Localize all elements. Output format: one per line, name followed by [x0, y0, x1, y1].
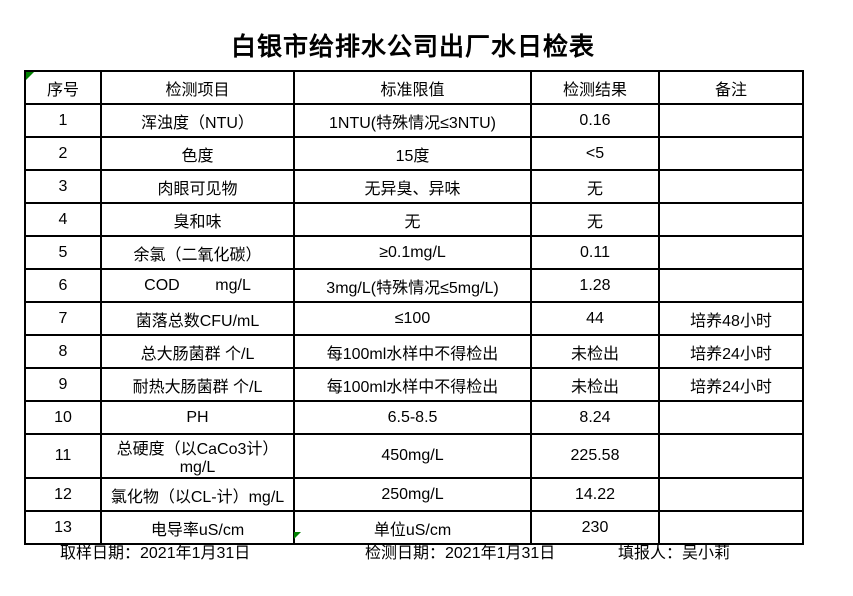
remark-cell: 培养48小时: [658, 301, 804, 336]
remark-cell: [658, 477, 804, 512]
remark-cell: [658, 510, 804, 545]
item-cell: 耐热大肠菌群 个/L: [100, 367, 295, 402]
test-date-label: 检测日期：2021年1月31日: [365, 545, 556, 562]
standard-limit-cell: 3mg/L(特殊情况≤5mg/L): [293, 268, 532, 303]
standard-limit-cell: 15度: [293, 136, 532, 171]
result-cell: 未检出: [530, 367, 660, 402]
item-cell: 总大肠菌群 个/L: [100, 334, 295, 369]
item-cell: 臭和味: [100, 202, 295, 237]
row-number-cell: 4: [24, 202, 102, 237]
result-cell: <5: [530, 136, 660, 171]
row-number-cell: 7: [24, 301, 102, 336]
row-number-cell: 1: [24, 103, 102, 138]
standard-limit-cell: 无: [293, 202, 532, 237]
header-standard-limit: 标准限值: [293, 70, 532, 105]
table-row: 3 肉眼可见物 无异臭、异味无: [24, 169, 804, 204]
item-cell: 色度: [100, 136, 295, 171]
remark-cell: [658, 235, 804, 270]
standard-limit-cell: 6.5-8.5: [293, 400, 532, 435]
row-number-cell: 13: [24, 510, 102, 545]
table-row: 10 PH 6.5-8.5 8.24: [24, 400, 804, 435]
header-item: 检测项目: [100, 70, 295, 105]
reporter-label: 填报人：吴小莉: [618, 545, 731, 562]
row-number-cell: 11: [24, 433, 102, 479]
remark-cell: [658, 169, 804, 204]
item-cell: 余氯（二氧化碳）: [100, 235, 295, 270]
row-number-cell: 8: [24, 334, 102, 369]
row-number-cell: 12: [24, 477, 102, 512]
result-cell: 230: [530, 510, 660, 545]
page-title: 白银市给排水公司出厂水日检表: [230, 33, 595, 61]
result-cell: 225.58: [530, 433, 660, 479]
item-cell: COD mg/L: [100, 268, 295, 303]
remark-cell: [658, 136, 804, 171]
standard-limit-cell: 无异臭、异味: [293, 169, 532, 204]
result-cell: 未检出: [530, 334, 660, 369]
table-row: 12 氯化物（以CL-计）mg/L 250mg/L 14.22: [24, 477, 804, 512]
row-number-cell: 5: [24, 235, 102, 270]
remark-cell: [658, 433, 804, 479]
item-cell: 氯化物（以CL-计）mg/L: [100, 477, 295, 512]
row-number-cell: 6: [24, 268, 102, 303]
table-row: 9 耐热大肠菌群 个/L 每100ml水样中不得检出 未检出 培养24小时: [24, 367, 804, 402]
standard-limit-cell: ≤100: [293, 301, 532, 336]
table-row: 8 总大肠菌群 个/L 每100ml水样中不得检出 未检出 培养24小时: [24, 334, 804, 369]
result-cell: 8.24: [530, 400, 660, 435]
table-row: 13 电导率uS/cm 单位uS/cm 230: [24, 510, 804, 545]
table-row: 1 浑浊度（NTU） 1NTU(特殊情况≤3NTU) 0.16: [24, 103, 804, 138]
standard-limit-cell: 每100ml水样中不得检出: [293, 334, 532, 369]
standard-limit-cell: ≥0.1mg/L: [293, 235, 532, 270]
result-cell: 44: [530, 301, 660, 336]
result-cell: 0.16: [530, 103, 660, 138]
result-cell: 1.28: [530, 268, 660, 303]
item-cell: 浑浊度（NTU）: [100, 103, 295, 138]
table-header: 序号 检测项目 标准限值 检测结果 备注: [24, 70, 804, 105]
standard-limit-cell: 450mg/L: [293, 433, 532, 479]
result-cell: 无: [530, 169, 660, 204]
remark-cell: [658, 268, 804, 303]
result-cell: 14.22: [530, 477, 660, 512]
remark-cell: 培养24小时: [658, 367, 804, 402]
table-row: 7 菌落总数CFU/mL ≤100 44 培养48小时: [24, 301, 804, 336]
header-result: 检测结果: [530, 70, 660, 105]
standard-limit-cell: 单位uS/cm: [293, 510, 532, 545]
header-row-number: 序号: [24, 70, 102, 105]
row-number-cell: 3: [24, 169, 102, 204]
row-number-cell: 10: [24, 400, 102, 435]
table-row: 11 总硬度（以CaCo3计）mg/L 450mg/L 225.58: [24, 433, 804, 479]
footer: 取样日期：2021年1月31日 检测日期：2021年1月31日 填报人：吴小莉: [0, 539, 853, 562]
table-row: 6 COD mg/L 3mg/L(特殊情况≤5mg/L) 1.28: [24, 268, 804, 303]
row-number-cell: 2: [24, 136, 102, 171]
cell-marker-icon: [294, 532, 301, 539]
item-cell: 菌落总数CFU/mL: [100, 301, 295, 336]
result-cell: 无: [530, 202, 660, 237]
item-cell: 肉眼可见物: [100, 169, 295, 204]
remark-cell: [658, 400, 804, 435]
item-cell: 电导率uS/cm: [100, 510, 295, 545]
remark-cell: [658, 103, 804, 138]
row-number-cell: 9: [24, 367, 102, 402]
standard-limit-cell: 每100ml水样中不得检出: [293, 367, 532, 402]
remark-cell: 培养24小时: [658, 334, 804, 369]
standard-limit-cell: 1NTU(特殊情况≤3NTU): [293, 103, 532, 138]
table-body: 1 浑浊度（NTU） 1NTU(特殊情况≤3NTU) 0.16 2 色度 15度 <5 3 肉眼可…: [24, 103, 804, 545]
header-row: 序号 检测项目 标准限值 检测结果 备注: [24, 70, 804, 105]
table-row: 2 色度 15度 <5: [24, 136, 804, 171]
item-cell: PH: [100, 400, 295, 435]
inspection-table: 序号 检测项目 标准限值 检测结果 备注 1 浑浊度（NTU） 1NTU(特殊情况≤…: [24, 70, 804, 545]
standard-limit-cell: 250mg/L: [293, 477, 532, 512]
header-remark: 备注: [658, 70, 804, 105]
item-cell: 总硬度（以CaCo3计）mg/L: [100, 433, 295, 479]
table-row: 5 余氯（二氧化碳） ≥0.1mg/L 0.11: [24, 235, 804, 270]
result-cell: 0.11: [530, 235, 660, 270]
remark-cell: [658, 202, 804, 237]
sampling-date-label: 取样日期：2021年1月31日: [60, 545, 251, 562]
table-row: 4 臭和味无无: [24, 202, 804, 237]
